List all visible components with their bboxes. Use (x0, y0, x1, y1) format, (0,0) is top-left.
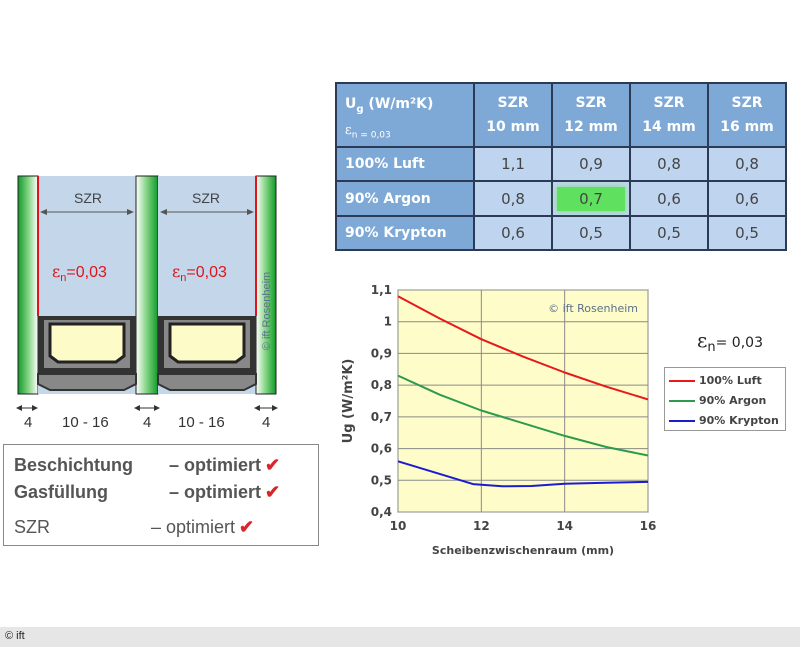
x-tick-label: 10 (390, 519, 407, 533)
chart-legend: 100% Luft 90% Argon 90% Krypton (664, 367, 786, 431)
y-tick-label: 0,5 (371, 473, 392, 487)
y-axis-label: Ug (W/m²K) (341, 359, 356, 444)
glass-pane-left (17, 175, 39, 395)
summary-value-coating: – optimiert ✔ (169, 455, 281, 475)
vertical-copyright: © ift Rosenheim (261, 271, 273, 351)
table-header-main: Ug (W/m²K) εn = 0,03 (335, 82, 475, 148)
summary-label-coating: Beschichtung (14, 455, 134, 475)
glass-pane-middle (135, 175, 159, 395)
check-icon: ✔ (265, 455, 281, 475)
summary-label-gas: Gasfüllung (14, 482, 108, 502)
legend-item-krypton: 90% Krypton (669, 414, 779, 427)
szr-label-right: SZR (192, 190, 220, 206)
x-axis-label: Scheibenzwischenraum (mm) (432, 544, 614, 557)
series-line-90-argon (397, 374, 649, 457)
legend-item-luft: 100% Luft (669, 374, 762, 387)
x-tick-label: 16 (640, 519, 657, 533)
table-row-header: 100% Luft (335, 146, 475, 182)
emissivity-note: εn= 0,03 (697, 328, 763, 355)
y-tick-label: 0,7 (371, 410, 392, 424)
y-tick-label: 0,4 (371, 505, 392, 519)
table-cell: 0,5 (629, 215, 709, 251)
x-tick-label: 14 (556, 519, 573, 533)
plot-area (397, 289, 649, 513)
table-cell: 0,8 (629, 146, 709, 182)
dim-cavity-left: 10 - 16 (62, 414, 109, 431)
summary-value-gas: – optimiert ✔ (169, 482, 281, 502)
table-col-header: SZR 10 mm (473, 82, 553, 148)
x-tick-label: 12 (473, 519, 490, 533)
dim-middle: 4 (143, 414, 152, 431)
table-row-header: 90% Krypton (335, 215, 475, 251)
coating-label-right: εn=0,03 (172, 262, 227, 285)
y-tick-label: 0,9 (371, 346, 392, 360)
table-cell: 0,5 (707, 215, 787, 251)
table-col-header: SZR 12 mm (551, 82, 631, 148)
table-col-header: SZR 16 mm (707, 82, 787, 148)
y-tick-label: 0,8 (371, 378, 392, 392)
y-tick-label: 1 (384, 315, 392, 329)
table-cell: 0,6 (629, 180, 709, 217)
y-tick-label: 0,6 (371, 442, 392, 456)
legend-item-argon: 90% Argon (669, 394, 766, 407)
table-cell: 0,6 (473, 215, 553, 251)
dim-cavity-right: 10 - 16 (178, 414, 225, 431)
spacer-left (37, 316, 137, 391)
chart-watermark: © ift Rosenheim (548, 302, 638, 315)
table-cell-highlighted: 0,7 (551, 180, 631, 217)
series-line-100-luft (397, 295, 649, 401)
optimization-summary: Beschichtung – optimiert ✔ Gasfüllung – o… (3, 444, 319, 546)
check-icon: ✔ (265, 482, 281, 502)
table-row-header: 90% Argon (335, 180, 475, 217)
ug-chart: 10 12 14 16 0,4 0,5 0,6 0,7 0,8 0,9 1 1,1 © ift Rose… (341, 283, 657, 557)
table-cell: 0,9 (551, 146, 631, 182)
table-cell: 0,8 (473, 180, 553, 217)
table-cell: 1,1 (473, 146, 553, 182)
dim-outer-left: 4 (24, 414, 33, 431)
table-cell: 0,5 (551, 215, 631, 251)
check-icon: ✔ (239, 517, 255, 537)
dim-outer-right: 4 (262, 414, 271, 431)
szr-label-left: SZR (74, 190, 102, 206)
footer-bar: © ift (0, 627, 800, 647)
summary-value-szr: – optimiert ✔ (151, 517, 255, 537)
spacer-right (157, 316, 257, 391)
y-tick-label: 1,1 (371, 283, 392, 297)
coating-label-left: εn=0,03 (52, 262, 107, 285)
footer-copyright: © ift (5, 630, 25, 642)
ug-table: Ug (W/m²K) εn = 0,03 SZR 10 mm SZR 12 mm S… (335, 82, 787, 251)
table-cell: 0,6 (707, 180, 787, 217)
series-line-90-krypton (397, 460, 649, 488)
table-cell: 0,8 (707, 146, 787, 182)
table-col-header: SZR 14 mm (629, 82, 709, 148)
summary-label-szr: SZR (14, 517, 50, 537)
glazing-diagram (16, 175, 278, 411)
